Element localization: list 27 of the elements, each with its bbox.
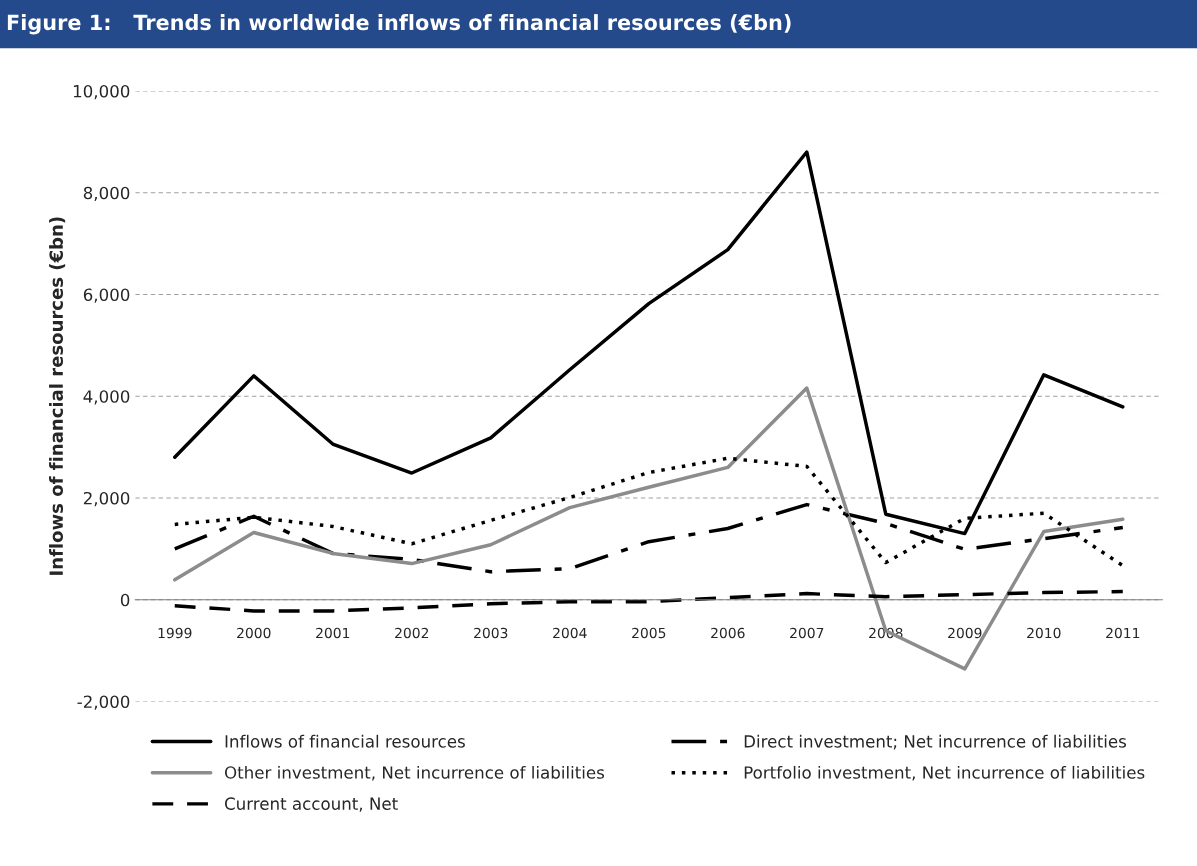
x-tick-label: 2003 xyxy=(474,627,508,639)
legend-label: Portfolio investment, Net incurrence of liabilities xyxy=(744,765,1145,781)
x-tick-label: 2002 xyxy=(395,627,429,639)
chart-title: Figure 1: Trends in worldwide inflows of financial resources (€bn) xyxy=(7,14,791,35)
x-tick-label: 2010 xyxy=(1027,627,1061,639)
y-tick-label: -2,000 xyxy=(77,695,130,710)
x-tick-label: 2009 xyxy=(948,627,982,639)
y-tick-label: 6,000 xyxy=(83,288,130,303)
legend-label: Inflows of financial resources xyxy=(225,734,465,748)
y-tick-label: 10,000 xyxy=(73,84,130,100)
x-tick-label: 2001 xyxy=(316,627,350,639)
legend-label: Direct investment; Net incurrence of liabilities xyxy=(744,734,1127,750)
legend-label: Current account, Net xyxy=(224,797,398,812)
x-tick-label: 2011 xyxy=(1106,627,1140,639)
y-tick-label: 4,000 xyxy=(83,390,130,405)
y-tick-label: 0 xyxy=(120,593,130,607)
legend-label: Other investment, Net incurrence of liabilities xyxy=(224,765,605,781)
x-tick-label: 2005 xyxy=(632,627,666,639)
x-tick-label: 2004 xyxy=(553,627,587,639)
x-tick-label: 1999 xyxy=(158,627,192,639)
y-tick-label: 2,000 xyxy=(83,491,130,507)
y-tick-label: 8,000 xyxy=(83,186,130,201)
x-tick-label: 2007 xyxy=(790,627,824,639)
y-axis-title: Inflows of financial resources (€bn) xyxy=(49,217,66,575)
x-tick-label: 2006 xyxy=(711,627,745,639)
x-tick-label: 2000 xyxy=(237,627,271,639)
line-series xyxy=(173,589,1125,613)
